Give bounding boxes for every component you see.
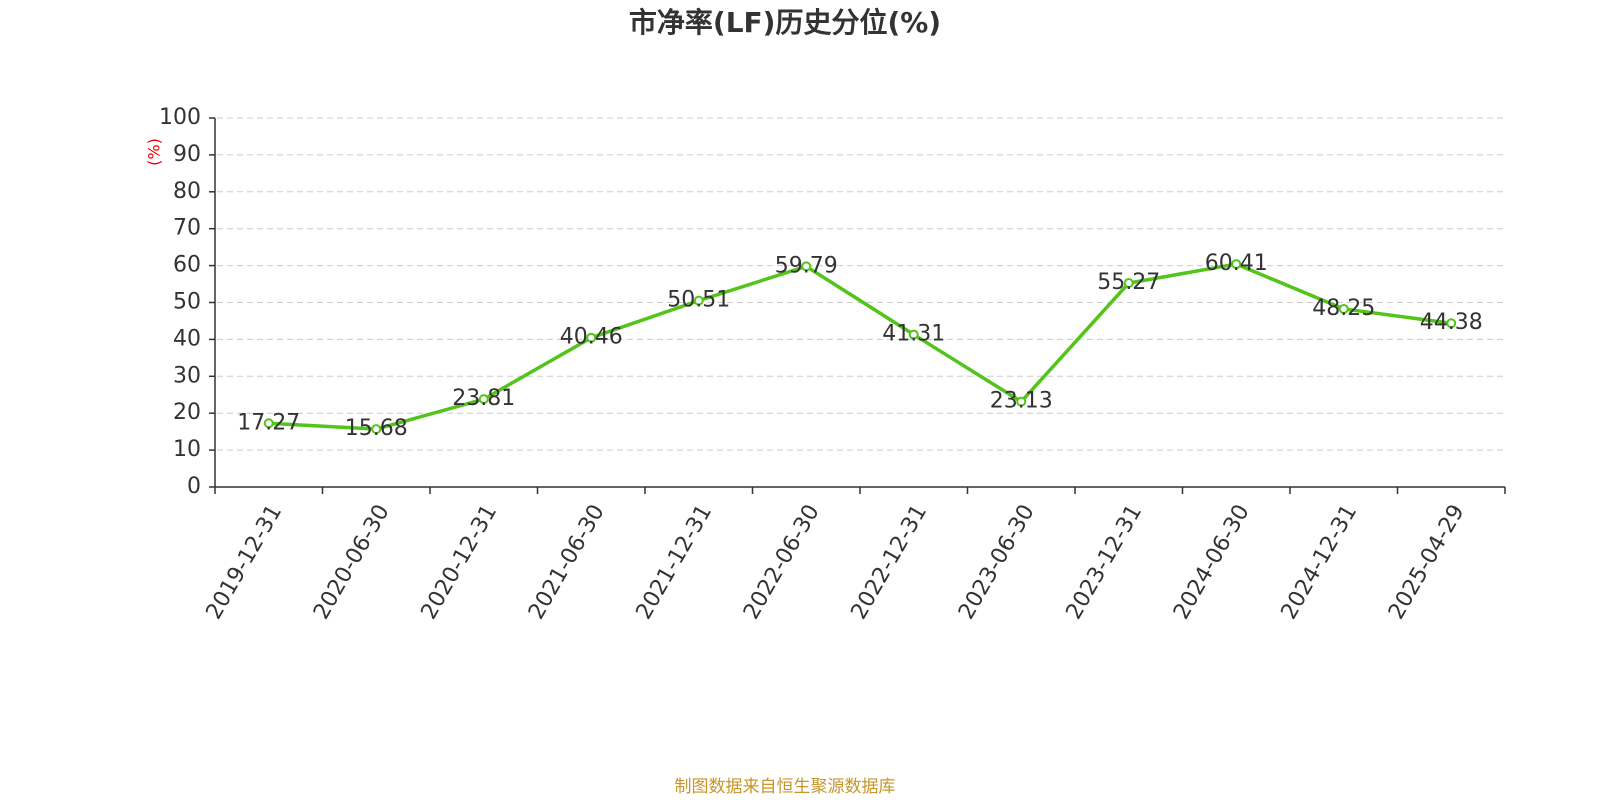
x-tick-label: 2025-04-29 [1384,501,1470,624]
x-tick-label: 2021-12-31 [632,501,718,624]
y-tick-label: 80 [173,179,201,204]
data-point [1231,259,1242,270]
data-label: 48.25 [1312,296,1375,321]
data-line [268,262,1452,431]
x-tick-label: 2021-06-30 [524,501,610,624]
data-point [478,394,489,405]
data-point [1338,303,1349,314]
data-point [371,424,382,435]
data-point [263,418,274,429]
data-label: 59.79 [775,253,838,278]
y-tick-label: 100 [159,105,201,130]
data-point [1016,396,1027,407]
x-tick-label: 2020-06-30 [309,501,395,624]
x-tick-label: 2024-06-30 [1169,501,1255,624]
y-axis-label: (%) [145,138,164,166]
data-label: 44.38 [1420,310,1483,335]
y-tick-label: 90 [173,142,201,167]
x-tick-label: 2022-12-31 [847,501,933,624]
data-point [801,261,812,272]
data-label: 40.46 [560,325,623,350]
y-tick-label: 10 [173,437,201,462]
x-tick-label: 2023-12-31 [1062,501,1148,624]
data-point [693,295,704,306]
data-label: 23.13 [990,389,1053,414]
data-point [586,332,597,343]
y-tick-label: 70 [173,216,201,241]
y-tick-label: 20 [173,400,201,425]
y-tick-label: 30 [173,363,201,388]
data-label: 50.51 [667,288,730,313]
source-note: 制图数据来自恒生聚源数据库 [675,777,896,797]
data-point [1123,278,1134,289]
x-tick-label: 2024-12-31 [1277,501,1363,624]
x-tick-label: 2022-06-30 [739,501,825,624]
y-tick-label: 0 [187,474,201,499]
y-tick-label: 60 [173,253,201,278]
x-tick-label: 2023-06-30 [954,501,1040,624]
data-label: 41.31 [882,322,945,347]
data-point [1446,318,1457,329]
data-label: 17.27 [237,410,300,435]
y-tick-label: 50 [173,290,201,315]
x-tick-label: 2019-12-31 [202,501,288,624]
chart-title: 市净率(LF)历史分位(%) [629,6,941,39]
data-label: 15.68 [345,416,408,441]
x-tick-label: 2020-12-31 [417,501,503,624]
data-label: 23.81 [452,386,515,411]
y-tick-label: 40 [173,326,201,351]
data-label: 55.27 [1097,270,1160,295]
data-point [908,329,919,340]
data-label: 60.41 [1205,251,1268,276]
